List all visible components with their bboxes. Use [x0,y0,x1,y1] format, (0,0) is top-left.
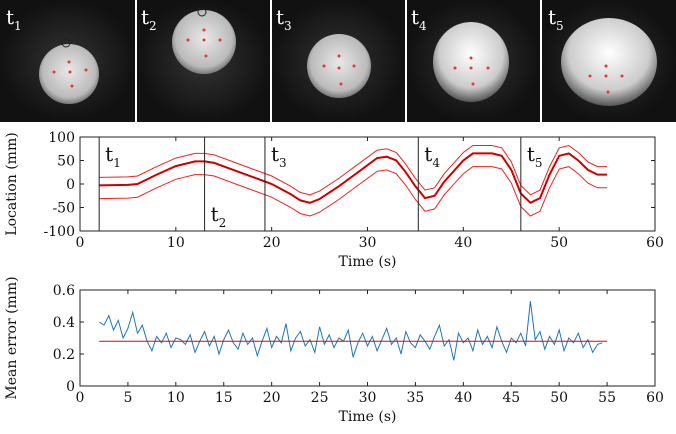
label: t1 [6,5,22,33]
x-tick-label: 10 [167,235,185,251]
plot-frame [79,289,656,387]
x-tick-label: 30 [359,235,377,251]
x-tick-label: 35 [407,390,425,406]
plot-frame [79,136,656,232]
label-text: t [527,142,535,166]
label-sub: 5 [556,19,564,33]
y-tick-label: -100 [44,224,75,240]
label-text: t [105,142,113,166]
y-axis-label: Mean error (mm) [4,276,20,399]
x-tick-label: 50 [550,235,568,251]
series-line [98,301,603,361]
y-tick-label: 0 [66,379,75,395]
y-tick-label: -50 [52,201,75,217]
label-sub: 1 [113,156,121,170]
label-text: t [276,5,284,29]
label: t4 [424,142,440,170]
label-text: t [271,142,279,166]
series-line [99,166,608,217]
y-tick-label: 0.6 [53,283,75,299]
label: t3 [276,5,292,33]
phantom [172,10,236,74]
x-tick-label: 10 [167,390,185,406]
label: t5 [548,5,564,33]
x-tick-label: 20 [263,390,281,406]
series-line [99,144,608,196]
marker [61,38,71,48]
y-tick-label: 50 [57,154,75,170]
phantom [561,18,657,106]
label: t1 [105,142,121,170]
x-tick-label: 45 [502,390,520,406]
x-tick-label: 60 [646,390,664,406]
phantom [307,34,371,98]
phantom [433,22,509,102]
y-axis-label: Location (mm) [4,132,20,235]
marker [197,7,207,17]
y-tick-label: 100 [48,130,75,146]
label-sub: 4 [419,19,427,33]
x-axis-label: Time (s) [339,409,397,425]
label-text: t [211,202,219,226]
label-sub: 2 [219,216,227,230]
x-tick-label: 0 [76,390,85,406]
label: t2 [141,5,157,33]
label-text: t [424,142,432,166]
x-tick-label: 25 [311,390,329,406]
x-tick-label: 30 [359,390,377,406]
phantom [39,44,99,104]
label: t2 [211,202,227,230]
x-tick-label: 15 [215,390,233,406]
label-sub: 2 [149,19,157,33]
x-axis-label: Time (s) [339,254,397,270]
x-tick-label: 40 [454,235,472,251]
label-text: t [548,5,556,29]
x-tick-label: 0 [76,235,85,251]
x-tick-label: 55 [598,390,616,406]
dots [52,28,624,94]
label-sub: 5 [535,156,543,170]
x-tick-label: 20 [263,235,281,251]
label-text: t [6,5,14,29]
label-sub: 3 [279,156,287,170]
label-sub: 3 [284,19,292,33]
series-line [99,152,608,205]
label-text: t [141,5,149,29]
frames [0,0,676,122]
x-tick-label: 40 [454,390,472,406]
label: t5 [527,142,543,170]
label-sub: 1 [14,19,22,33]
x-tick-label: 60 [646,235,664,251]
label: t3 [271,142,287,170]
x-tick-label: 50 [550,390,568,406]
x-tick-label: 5 [123,390,132,406]
label-text: t [411,5,419,29]
y-tick-label: 0.2 [53,347,75,363]
label-sub: 4 [432,156,440,170]
y-tick-label: 0.4 [53,315,75,331]
y-tick-label: 0 [66,177,75,193]
label: t4 [411,5,427,33]
